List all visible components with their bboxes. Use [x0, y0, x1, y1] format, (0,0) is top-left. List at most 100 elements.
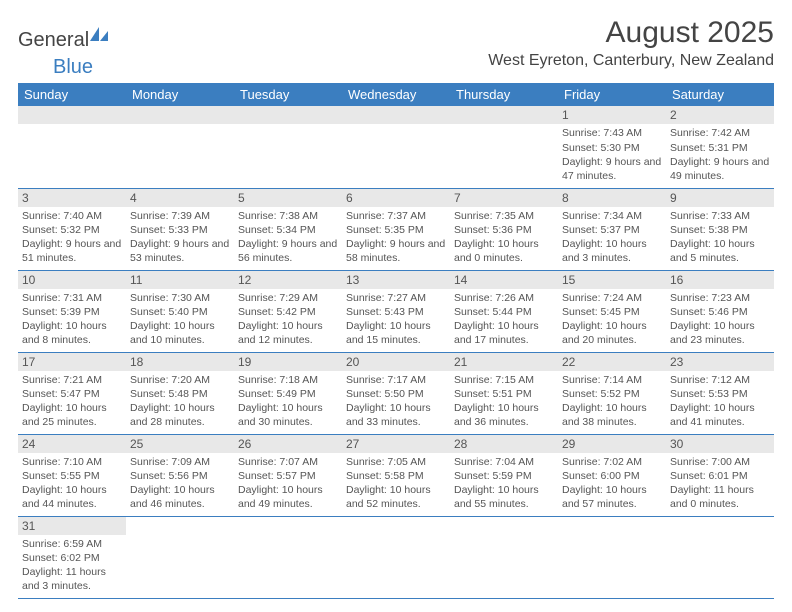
sunrise-text: Sunrise: 7:35 AM [454, 209, 554, 223]
calendar-row: 24Sunrise: 7:10 AMSunset: 5:55 PMDayligh… [18, 434, 774, 516]
daylight-text: Daylight: 10 hours and 44 minutes. [22, 483, 122, 511]
calendar-cell: 18Sunrise: 7:20 AMSunset: 5:48 PMDayligh… [126, 352, 234, 434]
daylight-text: Daylight: 10 hours and 5 minutes. [670, 237, 770, 265]
day-number-empty [18, 106, 126, 124]
daylight-text: Daylight: 10 hours and 3 minutes. [562, 237, 662, 265]
sunrise-text: Sunrise: 7:40 AM [22, 209, 122, 223]
day-number: 27 [342, 435, 450, 453]
calendar-cell: 12Sunrise: 7:29 AMSunset: 5:42 PMDayligh… [234, 270, 342, 352]
sunrise-text: Sunrise: 7:24 AM [562, 291, 662, 305]
day-info: Sunrise: 7:27 AMSunset: 5:43 PMDaylight:… [342, 289, 450, 350]
day-number: 15 [558, 271, 666, 289]
daylight-text: Daylight: 10 hours and 30 minutes. [238, 401, 338, 429]
daylight-text: Daylight: 10 hours and 0 minutes. [454, 237, 554, 265]
sunrise-text: Sunrise: 7:15 AM [454, 373, 554, 387]
daylight-text: Daylight: 9 hours and 49 minutes. [670, 155, 770, 183]
calendar-cell: 2Sunrise: 7:42 AMSunset: 5:31 PMDaylight… [666, 106, 774, 188]
calendar-cell [18, 106, 126, 188]
day-number: 5 [234, 189, 342, 207]
calendar-row: 3Sunrise: 7:40 AMSunset: 5:32 PMDaylight… [18, 188, 774, 270]
calendar-cell: 9Sunrise: 7:33 AMSunset: 5:38 PMDaylight… [666, 188, 774, 270]
calendar-cell: 13Sunrise: 7:27 AMSunset: 5:43 PMDayligh… [342, 270, 450, 352]
calendar-cell: 5Sunrise: 7:38 AMSunset: 5:34 PMDaylight… [234, 188, 342, 270]
daylight-text: Daylight: 10 hours and 12 minutes. [238, 319, 338, 347]
weekday-header: Monday [126, 83, 234, 106]
calendar-body: 1Sunrise: 7:43 AMSunset: 5:30 PMDaylight… [18, 106, 774, 598]
daylight-text: Daylight: 10 hours and 57 minutes. [562, 483, 662, 511]
calendar-cell [126, 516, 234, 598]
calendar-cell [234, 106, 342, 188]
day-info: Sunrise: 7:39 AMSunset: 5:33 PMDaylight:… [126, 207, 234, 268]
day-info: Sunrise: 7:10 AMSunset: 5:55 PMDaylight:… [18, 453, 126, 514]
day-number: 22 [558, 353, 666, 371]
sunset-text: Sunset: 5:34 PM [238, 223, 338, 237]
day-info: Sunrise: 7:29 AMSunset: 5:42 PMDaylight:… [234, 289, 342, 350]
day-info: Sunrise: 7:00 AMSunset: 6:01 PMDaylight:… [666, 453, 774, 514]
logo: General [18, 22, 108, 58]
weekday-header: Wednesday [342, 83, 450, 106]
calendar-cell: 22Sunrise: 7:14 AMSunset: 5:52 PMDayligh… [558, 352, 666, 434]
calendar-cell: 16Sunrise: 7:23 AMSunset: 5:46 PMDayligh… [666, 270, 774, 352]
sunset-text: Sunset: 5:55 PM [22, 469, 122, 483]
weekday-header: Saturday [666, 83, 774, 106]
logo-text-general: General [18, 30, 89, 50]
sunset-text: Sunset: 5:32 PM [22, 223, 122, 237]
sunrise-text: Sunrise: 7:31 AM [22, 291, 122, 305]
calendar-cell: 7Sunrise: 7:35 AMSunset: 5:36 PMDaylight… [450, 188, 558, 270]
sunrise-text: Sunrise: 7:43 AM [562, 126, 662, 140]
sunrise-text: Sunrise: 7:42 AM [670, 126, 770, 140]
day-info: Sunrise: 7:17 AMSunset: 5:50 PMDaylight:… [342, 371, 450, 432]
daylight-text: Daylight: 10 hours and 15 minutes. [346, 319, 446, 347]
calendar-cell: 23Sunrise: 7:12 AMSunset: 5:53 PMDayligh… [666, 352, 774, 434]
day-number: 13 [342, 271, 450, 289]
daylight-text: Daylight: 10 hours and 49 minutes. [238, 483, 338, 511]
sunset-text: Sunset: 5:42 PM [238, 305, 338, 319]
daylight-text: Daylight: 11 hours and 3 minutes. [22, 565, 122, 593]
calendar-cell [126, 106, 234, 188]
daylight-text: Daylight: 10 hours and 41 minutes. [670, 401, 770, 429]
sunset-text: Sunset: 5:47 PM [22, 387, 122, 401]
sunrise-text: Sunrise: 7:10 AM [22, 455, 122, 469]
sunrise-text: Sunrise: 7:02 AM [562, 455, 662, 469]
day-number: 20 [342, 353, 450, 371]
sunset-text: Sunset: 5:50 PM [346, 387, 446, 401]
day-info: Sunrise: 7:33 AMSunset: 5:38 PMDaylight:… [666, 207, 774, 268]
day-info: Sunrise: 7:20 AMSunset: 5:48 PMDaylight:… [126, 371, 234, 432]
calendar-cell: 28Sunrise: 7:04 AMSunset: 5:59 PMDayligh… [450, 434, 558, 516]
day-number: 12 [234, 271, 342, 289]
daylight-text: Daylight: 10 hours and 25 minutes. [22, 401, 122, 429]
daylight-text: Daylight: 10 hours and 36 minutes. [454, 401, 554, 429]
sunset-text: Sunset: 5:30 PM [562, 141, 662, 155]
sunrise-text: Sunrise: 7:27 AM [346, 291, 446, 305]
day-info: Sunrise: 7:34 AMSunset: 5:37 PMDaylight:… [558, 207, 666, 268]
weekday-header: Sunday [18, 83, 126, 106]
sunset-text: Sunset: 5:38 PM [670, 223, 770, 237]
sunset-text: Sunset: 5:48 PM [130, 387, 230, 401]
calendar-cell: 10Sunrise: 7:31 AMSunset: 5:39 PMDayligh… [18, 270, 126, 352]
day-info: Sunrise: 7:14 AMSunset: 5:52 PMDaylight:… [558, 371, 666, 432]
sunrise-text: Sunrise: 7:21 AM [22, 373, 122, 387]
logo-text-blue: Blue [53, 56, 792, 79]
calendar-cell: 1Sunrise: 7:43 AMSunset: 5:30 PMDaylight… [558, 106, 666, 188]
sunrise-text: Sunrise: 7:18 AM [238, 373, 338, 387]
month-title: August 2025 [488, 16, 774, 50]
day-info: Sunrise: 7:15 AMSunset: 5:51 PMDaylight:… [450, 371, 558, 432]
daylight-text: Daylight: 10 hours and 28 minutes. [130, 401, 230, 429]
sunrise-text: Sunrise: 7:09 AM [130, 455, 230, 469]
calendar-cell: 17Sunrise: 7:21 AMSunset: 5:47 PMDayligh… [18, 352, 126, 434]
daylight-text: Daylight: 10 hours and 17 minutes. [454, 319, 554, 347]
day-info: Sunrise: 7:23 AMSunset: 5:46 PMDaylight:… [666, 289, 774, 350]
day-number: 10 [18, 271, 126, 289]
day-info: Sunrise: 7:18 AMSunset: 5:49 PMDaylight:… [234, 371, 342, 432]
day-number: 24 [18, 435, 126, 453]
day-number: 25 [126, 435, 234, 453]
day-number: 30 [666, 435, 774, 453]
sunset-text: Sunset: 5:56 PM [130, 469, 230, 483]
sunrise-text: Sunrise: 7:30 AM [130, 291, 230, 305]
day-number: 26 [234, 435, 342, 453]
day-number: 23 [666, 353, 774, 371]
day-number: 16 [666, 271, 774, 289]
day-number-empty [342, 106, 450, 124]
calendar-cell: 8Sunrise: 7:34 AMSunset: 5:37 PMDaylight… [558, 188, 666, 270]
daylight-text: Daylight: 10 hours and 55 minutes. [454, 483, 554, 511]
